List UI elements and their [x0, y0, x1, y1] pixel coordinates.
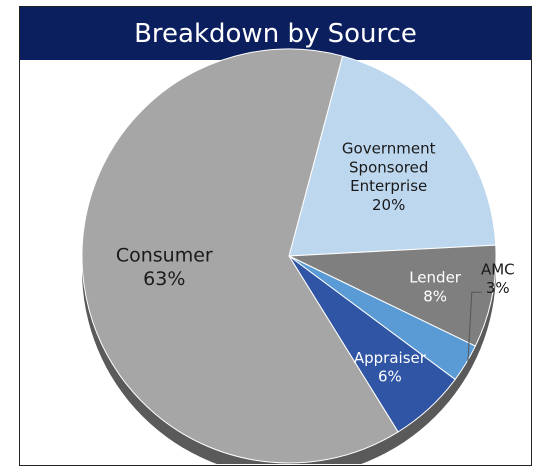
slice-label-0-line-1: Sponsored: [349, 158, 428, 176]
slice-value-label-1: 8%: [423, 287, 447, 305]
pie-slice-1: [288, 244, 497, 347]
chart-frame: Breakdown by Source Government Sponsored E…: [19, 6, 532, 466]
slice-label-4-line-0: Consumer: [116, 244, 213, 266]
slice-label-0-line-0: Government: [342, 140, 436, 158]
slice-label-2-line-0: AMC: [481, 260, 515, 278]
slice-value-label-2: 3%: [486, 279, 510, 297]
slice-value-label-3: 6%: [378, 368, 402, 386]
slice-label-1-line-0: Lender: [409, 269, 462, 287]
pie-slice-0: [288, 55, 497, 257]
slice-value-label-0: 20%: [372, 196, 405, 214]
slice-label-0-line-2: Enterprise: [350, 177, 427, 195]
slice-label-3-line-0: Appraiser: [354, 349, 427, 367]
leader-line-2: [467, 291, 482, 365]
slice-value-label-4: 63%: [143, 268, 185, 290]
pie-slice-4: [81, 48, 399, 464]
